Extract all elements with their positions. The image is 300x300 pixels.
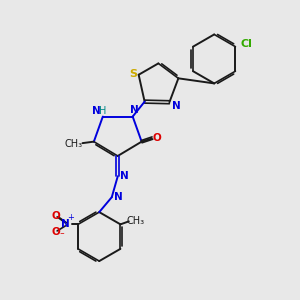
- Text: O: O: [153, 133, 161, 143]
- Text: N: N: [172, 101, 180, 111]
- Text: CH₃: CH₃: [64, 139, 82, 149]
- Text: H: H: [98, 106, 106, 116]
- Text: N: N: [92, 106, 100, 116]
- Text: N: N: [120, 171, 129, 181]
- Text: CH₃: CH₃: [127, 216, 145, 226]
- Text: O: O: [52, 211, 60, 221]
- Text: N: N: [61, 219, 70, 229]
- Text: O: O: [52, 227, 60, 237]
- Text: ⁻: ⁻: [59, 231, 64, 240]
- Text: Cl: Cl: [241, 39, 253, 49]
- Text: N: N: [114, 192, 123, 202]
- Text: N: N: [130, 105, 139, 115]
- Text: S: S: [129, 69, 137, 79]
- Text: +: +: [68, 213, 74, 222]
